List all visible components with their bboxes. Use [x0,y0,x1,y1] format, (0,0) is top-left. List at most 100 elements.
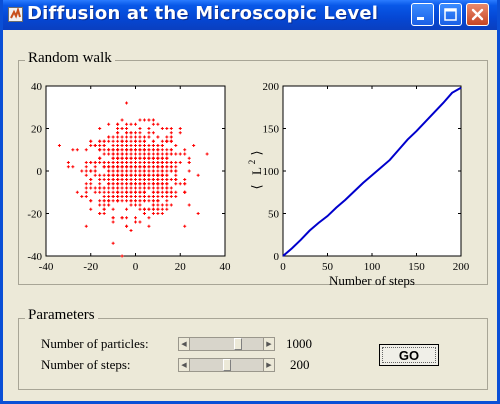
scatter-point [187,156,191,160]
scatter-point [111,182,115,186]
scatter-point [134,139,137,143]
scatter-point [107,190,111,194]
scatter-point [129,173,133,177]
slider-left-arrow-icon[interactable]: ◀ [179,338,190,350]
scatter-point [174,173,178,177]
scatter-point [102,139,106,143]
scatter-point [111,220,115,224]
scatter-point [165,190,169,194]
scatter-point [98,173,102,177]
scatter-point [169,190,173,194]
scatter-point [142,173,146,177]
scatter-point [151,203,155,207]
scatter-point [93,144,97,147]
scatter-point [120,199,124,203]
scatter-point [160,144,164,147]
scatter-point [120,139,124,143]
scatter-point [134,131,137,135]
scatter-point [183,152,187,156]
scatter-point [125,122,129,126]
scatter-point [120,216,124,220]
scatter-point [57,144,61,147]
scatter-point [107,178,111,181]
scatter-point [84,182,88,186]
scatter-point [102,165,106,169]
slider-right-arrow-icon[interactable]: ▶ [263,338,274,350]
scatter-point [151,139,155,143]
scatter-point [116,199,120,203]
scatter-point [98,182,102,186]
steps-slider-thumb[interactable] [223,359,231,371]
scatter-point [102,203,106,207]
scatter-point [111,195,115,198]
scatter-point [98,156,102,160]
slider-left-arrow-icon[interactable]: ◀ [179,359,190,371]
scatter-point [147,224,151,228]
scatter-point [111,241,115,245]
scatter-point [151,186,155,190]
scatter-point [98,212,102,215]
scatter-point [169,169,173,173]
scatter-point [125,165,129,169]
scatter-ticks: -40 -20 0 20 40 -40 -20 0 20 40 [27,81,231,273]
scatter-point [142,169,146,173]
scatter-point [160,207,164,211]
scatter-point [156,195,160,198]
scatter-point [129,152,133,156]
line-y-tick-label: 50 [268,209,280,221]
scatter-point [129,122,133,126]
scatter-point [165,195,169,198]
scatter-point [178,131,182,135]
scatter-point [120,165,124,169]
scatter-point [116,190,120,194]
line-x-tick-label: 100 [364,261,381,273]
scatter-point [84,195,88,198]
scatter-x-tick-label: 20 [175,261,187,273]
maximize-button[interactable] [439,3,462,26]
minimize-button[interactable] [411,3,434,26]
scatter-point [169,152,173,156]
scatter-point [89,178,93,181]
scatter-point [156,144,160,147]
scatter-point [116,169,120,173]
steps-label: Number of steps: [41,357,131,372]
scatter-point [98,178,102,181]
y-axis-open-bracket: ⟨ [249,184,264,189]
slider-right-arrow-icon[interactable]: ▶ [263,359,274,371]
scatter-point [174,169,178,173]
scatter-point [98,203,102,207]
scatter-point [147,156,151,160]
scatter-point [138,148,142,152]
go-button[interactable]: GO [379,344,439,366]
scatter-point [129,144,133,147]
scatter-point [165,169,169,173]
scatter-point [75,190,79,194]
scatter-point [98,127,102,130]
scatter-point [125,178,129,181]
scatter-point [142,195,146,198]
scatter-point [111,161,115,164]
close-button[interactable] [466,3,489,26]
scatter-point [120,161,124,164]
scatter-point [120,254,124,258]
scatter-point [134,122,137,126]
scatter-point [142,161,146,164]
scatter-point [174,178,178,181]
particles-slider-thumb[interactable] [234,338,242,350]
particles-slider[interactable]: ◀ ▶ [178,337,275,351]
scatter-point [125,169,129,173]
scatter-point [111,207,115,211]
scatter-point [129,135,133,139]
scatter-point [134,156,137,160]
title-bar[interactable]: Diffusion at the Microscopic Level [3,0,497,30]
scatter-point [120,186,124,190]
scatter-point [134,199,137,203]
line-x-tick-label: 0 [280,261,286,273]
scatter-point [165,127,169,130]
scatter-point [134,173,137,177]
scatter-point [174,152,178,156]
scatter-point [174,195,178,198]
scatter-point [165,207,169,211]
steps-slider[interactable]: ◀ ▶ [178,358,275,372]
scatter-point [147,152,151,156]
